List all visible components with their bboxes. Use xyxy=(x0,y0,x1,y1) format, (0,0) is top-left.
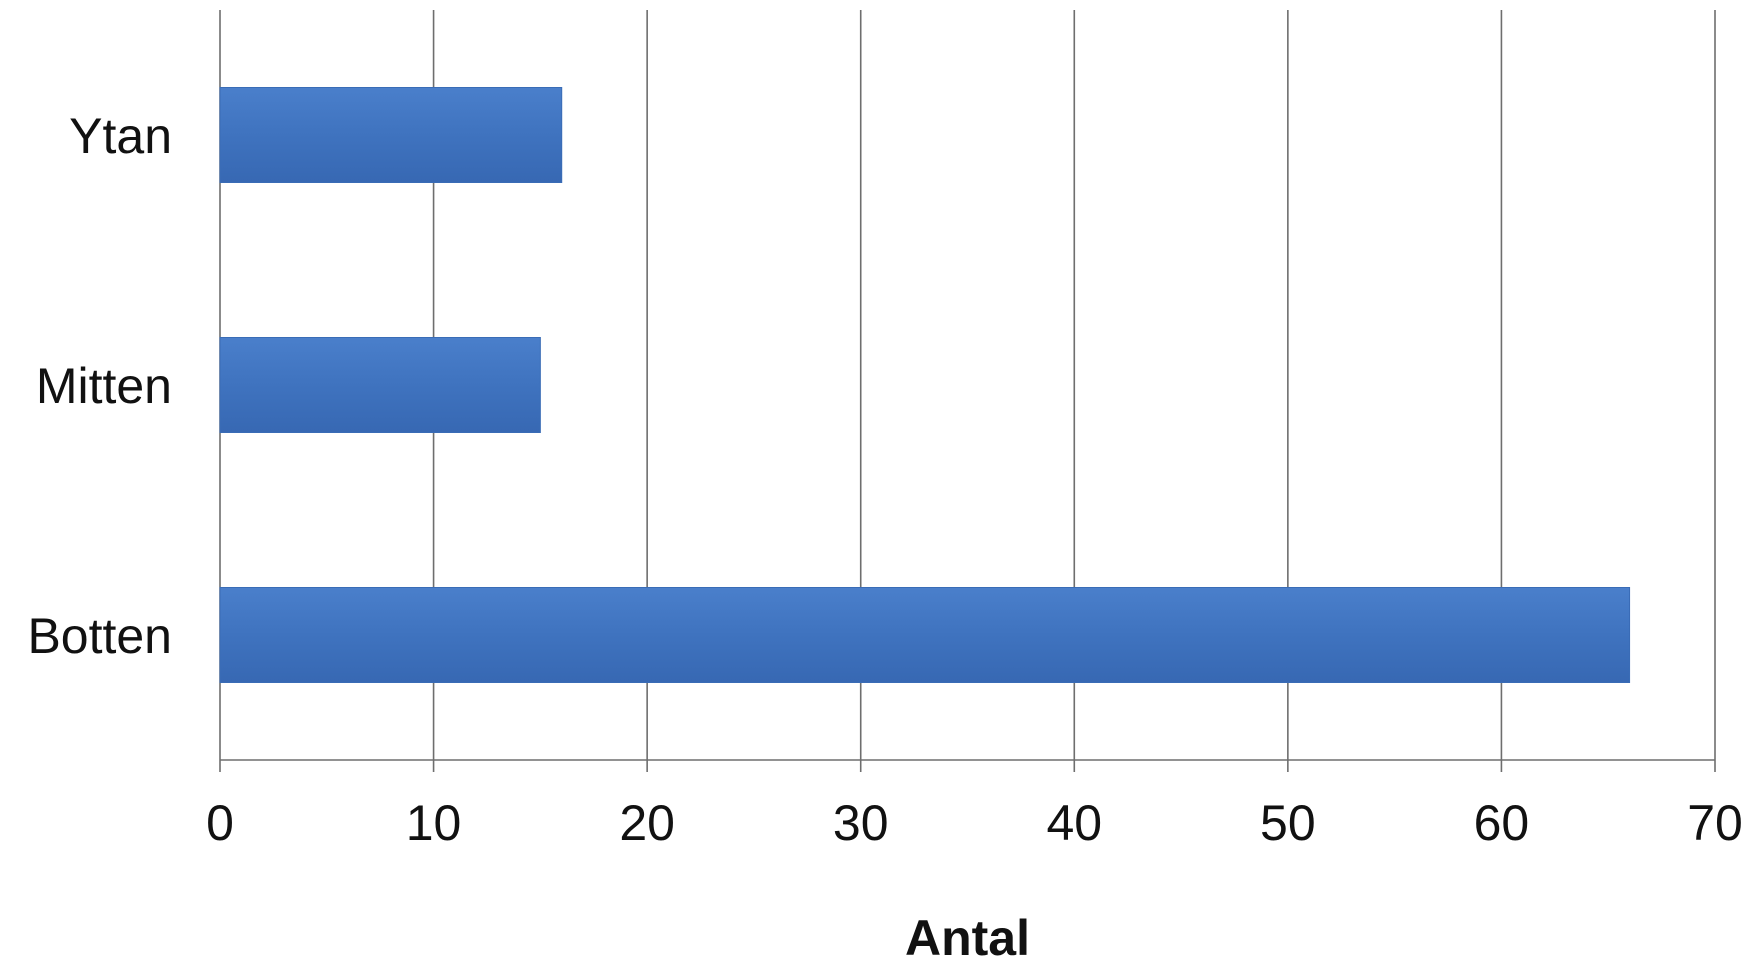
x-axis: 0 10 20 30 40 50 60 70 xyxy=(206,759,1743,851)
x-tick-label-20: 20 xyxy=(619,795,675,851)
x-tick-label-50: 50 xyxy=(1260,795,1316,851)
bars xyxy=(219,87,1631,683)
category-labels: Ytan Mitten Botten xyxy=(27,108,172,664)
category-label-botten: Botten xyxy=(27,608,172,664)
bar-mitten xyxy=(219,337,541,433)
x-tick-label-30: 30 xyxy=(833,795,889,851)
bar-ytan xyxy=(219,87,563,183)
x-tick-label-40: 40 xyxy=(1046,795,1102,851)
x-tick-label-60: 60 xyxy=(1474,795,1530,851)
x-tick-label-0: 0 xyxy=(206,795,234,851)
category-label-mitten: Mitten xyxy=(36,358,172,414)
bar-botten xyxy=(219,587,1631,683)
category-label-ytan: Ytan xyxy=(69,108,172,164)
x-axis-title: Antal xyxy=(905,910,1030,965)
x-tick-label-70: 70 xyxy=(1687,795,1743,851)
x-tick-label-10: 10 xyxy=(406,795,462,851)
